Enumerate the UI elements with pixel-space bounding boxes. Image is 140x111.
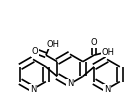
- Text: O: O: [91, 38, 97, 47]
- Text: N: N: [104, 85, 110, 94]
- Text: OH: OH: [101, 48, 114, 57]
- Text: O: O: [32, 48, 38, 56]
- Text: OH: OH: [47, 40, 60, 49]
- Text: N: N: [67, 79, 73, 88]
- Text: N: N: [30, 85, 36, 94]
